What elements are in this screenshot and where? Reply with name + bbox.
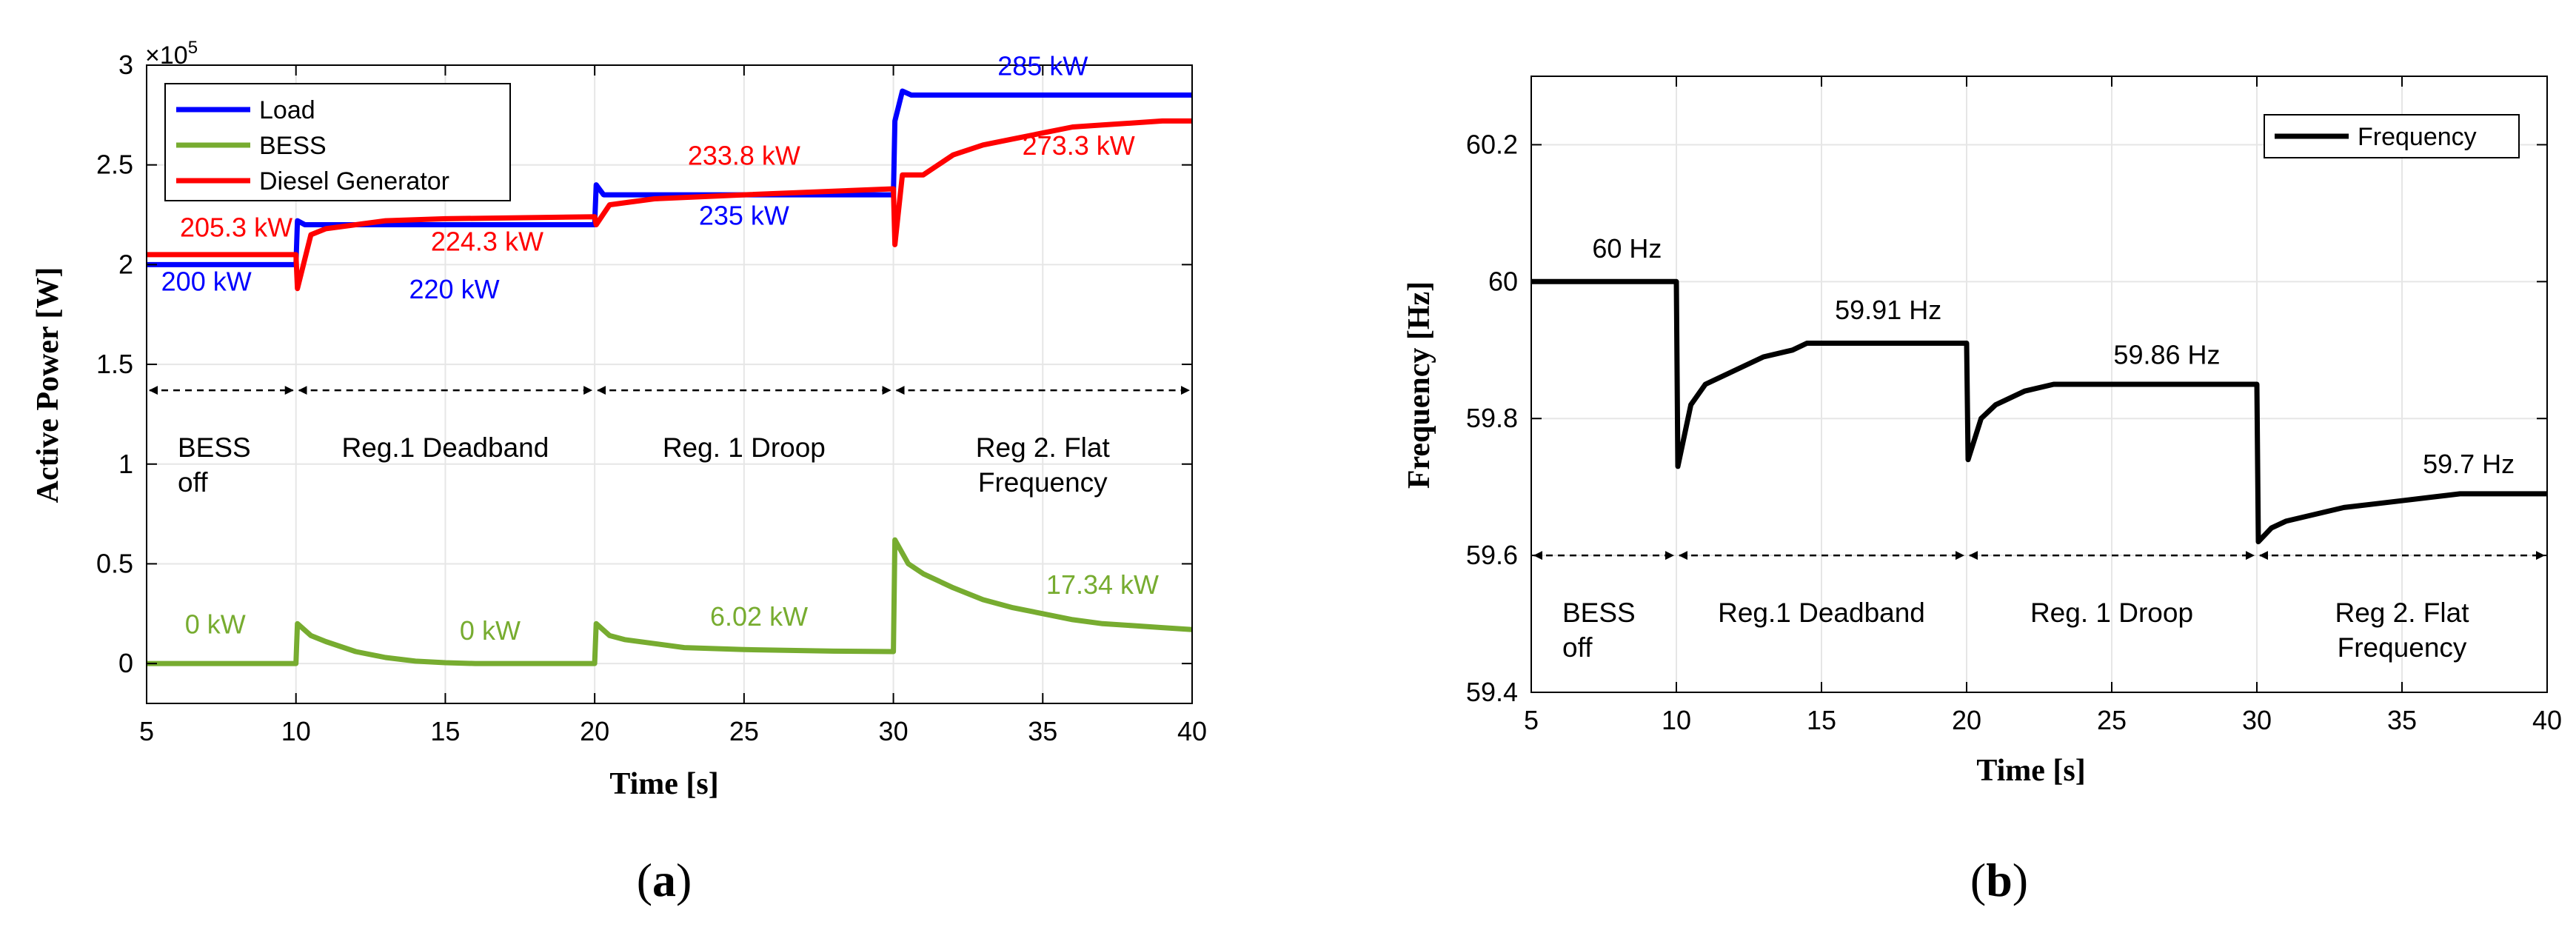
panel-a-y-tick-label: 1 (118, 449, 133, 479)
panel-b-x-axis-label: Time [s] (1976, 754, 2085, 788)
panel-a-region-label: Reg. 1 Droop (663, 432, 826, 463)
panel-a-plot: 5 10 15 20 25 30 35 40 0 0.5 1 1.5 2 2.5 3 205.3 kW 200 … (96, 50, 1207, 746)
panel-a-data-label: 205.3 kW (180, 213, 292, 243)
panel-a-data-label: 273.3 kW (1023, 130, 1135, 161)
panel-a-data-label: 6.02 kW (710, 601, 808, 632)
panel-b-y-tick-label: 60 (1488, 266, 1518, 296)
panel-b-y-axis-label: Frequency [Hz] (1402, 281, 1436, 489)
panel-a-y-tick-label: 3 (118, 50, 133, 80)
panel-a-chart: 5 10 15 20 25 30 35 40 0 0.5 1 1.5 2 2.5 3 205.3 kW 200 … (31, 38, 1207, 906)
panel-b-y-tick-label: 60.2 (1466, 129, 1518, 159)
panel-a-data-label: 220 kW (409, 274, 500, 304)
panel-b-chart: 5 10 15 20 25 30 35 40 59.4 59.6 59.8 60 60.2 60 Hz 59… (1402, 76, 2562, 906)
panel-b-x-tick-label: 20 (1952, 705, 1981, 735)
panel-a-data-label: 285 kW (997, 50, 1088, 81)
panel-b-x-tick-label: 35 (2387, 705, 2417, 735)
panel-a-data-label: 233.8 kW (688, 141, 800, 171)
panel-b-x-tick-label: 15 (1807, 705, 1836, 735)
legend-label-load: Load (259, 96, 315, 124)
panel-b-x-tick-label: 40 (2532, 705, 2562, 735)
panel-a-region-label: BESS (178, 432, 251, 463)
panel-b-data-label: 60 Hz (1592, 233, 1662, 264)
panel-b-x-tick-label: 5 (1524, 705, 1539, 735)
panel-b-y-tick-label: 59.8 (1466, 403, 1518, 433)
panel-b-region-label: Frequency (2338, 632, 2467, 663)
panel-b-region-label: off (1562, 632, 1593, 663)
panel-a-x-tick-label: 5 (139, 716, 154, 746)
panel-b-y-tick-label: 59.6 (1466, 540, 1518, 570)
panel-b-axes-box (1530, 76, 2548, 693)
panel-b-x-tick-label: 25 (2097, 705, 2127, 735)
panel-a-x-tick-label: 25 (729, 716, 759, 746)
panel-a-series-bess (147, 537, 1193, 666)
panel-a-axes-box (146, 64, 1193, 704)
panel-a-region-label: off (178, 467, 208, 498)
panel-b-region-label: BESS (1562, 598, 1636, 628)
panel-b-caption: (b) (1970, 854, 2028, 906)
panel-a-series-load (147, 88, 1192, 267)
panel-b-region-label: Reg.1 Deadband (1718, 598, 1925, 628)
panel-a-x-tick-label: 35 (1028, 716, 1057, 746)
panel-a-region-label: Frequency (978, 467, 1108, 498)
panel-b-region-label: Reg 2. Flat (2335, 598, 2470, 628)
panel-b-plot: 5 10 15 20 25 30 35 40 59.4 59.6 59.8 60 60.2 60 Hz 59… (1466, 76, 2562, 735)
panel-a-data-label: 0 kW (185, 609, 246, 640)
panel-a-y-tick-label: 2.5 (96, 150, 133, 180)
panel-a-y-tick-label: 0 (118, 648, 133, 678)
panel-b-data-label: 59.7 Hz (2423, 449, 2515, 479)
panel-a-x-tick-label: 10 (281, 716, 311, 746)
panel-a-x-tick-label: 40 (1177, 716, 1207, 746)
panel-a-x-tick-label: 15 (430, 716, 460, 746)
panel-a-caption: (a) (637, 854, 692, 906)
panel-b-y-tick-label: 59.4 (1466, 677, 1518, 707)
panel-b-x-tick-label: 10 (1662, 705, 1691, 735)
panel-a-region-label: Reg.1 Deadband (342, 432, 549, 463)
panel-a-y-tick-label: 2 (118, 249, 133, 279)
panel-b-legend: Frequency (2264, 114, 2520, 158)
legend-label-bess: BESS (259, 132, 327, 160)
panel-a-y-multiplier: ×105 (145, 38, 198, 70)
panel-a-data-label: 17.34 kW (1046, 569, 1159, 600)
panel-a-legend: Load BESS Diesel Generator (164, 83, 511, 201)
panel-a-series-diesel-generator (147, 118, 1192, 292)
panel-a-data-label: 224.3 kW (431, 227, 543, 257)
panel-a-region-label: Reg 2. Flat (976, 432, 1111, 463)
panel-b-x-tick-label: 30 (2242, 705, 2272, 735)
panel-b-data-label: 59.91 Hz (1835, 295, 1941, 325)
panel-a-x-tick-label: 30 (879, 716, 909, 746)
panel-a-y-tick-label: 1.5 (96, 349, 133, 379)
panel-a-y-tick-label: 0.5 (96, 548, 133, 578)
panel-a-data-label: 235 kW (699, 201, 789, 231)
panel-a-x-axis-label: Time [s] (609, 767, 718, 801)
legend-label-diesel: Diesel Generator (259, 167, 449, 195)
panel-b-data-label: 59.86 Hz (2113, 339, 2220, 369)
panel-a-x-tick-label: 20 (580, 716, 609, 746)
panel-a-data-label: 200 kW (161, 266, 252, 296)
legend-label-frequency: Frequency (2358, 123, 2477, 151)
panel-a-data-label: 0 kW (460, 615, 521, 646)
panel-a-y-axis-label: Active Power [W] (31, 267, 65, 504)
panel-b-region-label: Reg. 1 Droop (2030, 598, 2193, 628)
panel-b-series-frequency (1531, 278, 2547, 545)
